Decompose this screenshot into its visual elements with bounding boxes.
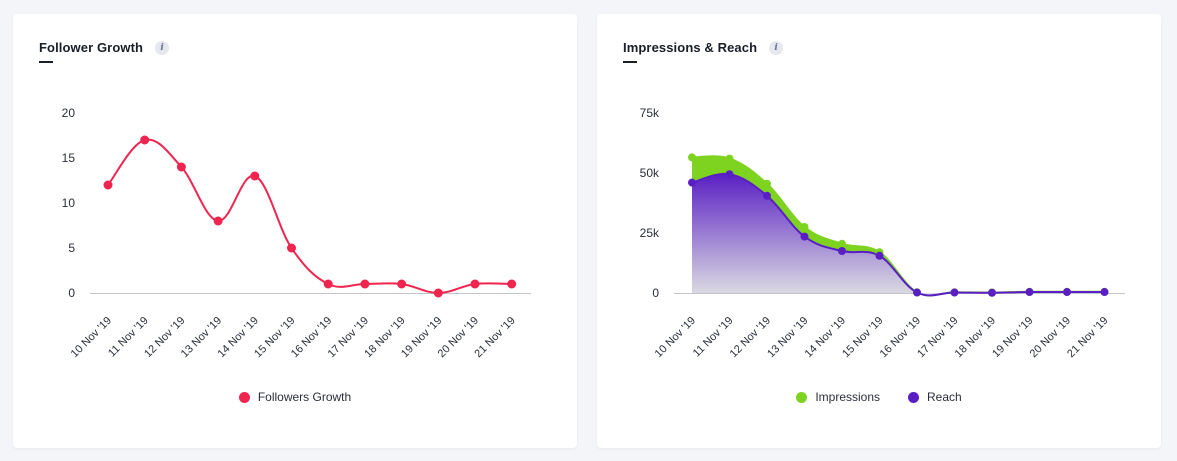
y-tick-label: 5	[68, 241, 75, 255]
data-point-impressions[interactable]	[763, 179, 771, 188]
series-area-reach	[692, 173, 1105, 296]
data-point[interactable]	[213, 216, 223, 226]
impressions-reach-title: Impressions & Reach	[623, 40, 758, 55]
data-point[interactable]	[470, 279, 480, 289]
follower-growth-legend: Followers Growth	[13, 390, 577, 404]
impressions-reach-header: Impressions & Reach i	[623, 40, 784, 55]
data-point-reach[interactable]	[763, 191, 771, 200]
data-point-reach[interactable]	[725, 170, 734, 179]
legend-item-followers-growth[interactable]: Followers Growth	[238, 390, 352, 404]
data-point-reach[interactable]	[950, 288, 959, 297]
data-point[interactable]	[250, 171, 260, 181]
data-point[interactable]	[103, 180, 113, 190]
y-tick-label: 10	[62, 196, 76, 210]
data-point-reach[interactable]	[1100, 288, 1109, 297]
data-point[interactable]	[397, 279, 407, 289]
data-point-reach[interactable]	[1025, 288, 1034, 297]
data-point[interactable]	[507, 279, 517, 289]
follower-growth-card: Follower Growth i 0 5 10 15 20 10 Nov '19 11 N…	[13, 14, 577, 448]
data-point-reach[interactable]	[688, 178, 696, 187]
impressions-reach-legend: Impressions Reach	[597, 390, 1161, 404]
y-tick-label: 75k	[640, 106, 660, 120]
follower-growth-title: Follower Growth	[39, 40, 144, 55]
legend-item-reach[interactable]: Reach	[908, 390, 962, 404]
data-point[interactable]	[360, 279, 370, 289]
info-icon[interactable]: i	[155, 40, 170, 55]
data-point-reach[interactable]	[800, 232, 809, 241]
x-tick-label: 10 Nov '19	[653, 315, 698, 360]
y-tick-label: 50k	[640, 166, 660, 180]
series-line-followers-growth	[107, 138, 512, 295]
impressions-reach-card: Impressions & Reach i 0 25k 50k 75k 10 Nov '…	[597, 14, 1161, 448]
y-tick-label: 0	[68, 286, 75, 300]
data-point-reach[interactable]	[1063, 288, 1071, 297]
data-point[interactable]	[433, 288, 443, 298]
y-tick-label: 20	[62, 106, 76, 120]
follower-growth-header: Follower Growth i	[39, 40, 170, 55]
data-point[interactable]	[176, 162, 186, 172]
title-underline	[39, 61, 53, 63]
y-tick-label: 25k	[640, 226, 660, 240]
data-point-impressions[interactable]	[688, 153, 696, 162]
data-point-reach[interactable]	[913, 288, 921, 297]
legend-label: Followers Growth	[257, 390, 352, 404]
legend-dot-icon	[796, 391, 808, 403]
data-point[interactable]	[287, 243, 296, 253]
data-point-impressions[interactable]	[800, 223, 809, 231]
data-point[interactable]	[323, 279, 333, 289]
legend-label: Impressions	[815, 390, 880, 404]
y-tick-label: 0	[652, 286, 659, 300]
data-point-reach[interactable]	[838, 247, 846, 255]
title-underline	[623, 61, 637, 63]
legend-dot-icon	[238, 391, 250, 403]
data-point[interactable]	[140, 135, 150, 145]
data-point-reach[interactable]	[988, 288, 996, 297]
data-point-impressions[interactable]	[725, 154, 734, 163]
legend-label: Reach	[927, 390, 962, 404]
x-tick-label: 21 Nov '19	[1065, 315, 1110, 360]
legend-item-impressions[interactable]: Impressions	[796, 390, 880, 404]
data-point-impressions[interactable]	[838, 239, 846, 248]
y-tick-label: 15	[62, 151, 76, 165]
legend-dot-icon	[908, 391, 919, 403]
data-point-reach[interactable]	[875, 251, 884, 260]
info-icon[interactable]: i	[769, 40, 784, 55]
